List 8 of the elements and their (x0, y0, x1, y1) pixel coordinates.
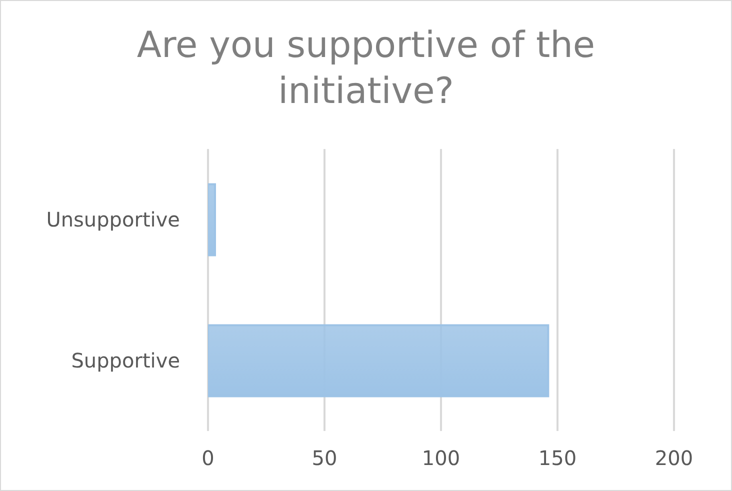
y-tick-label: Unsupportive (46, 208, 180, 232)
x-tick-label: 100 (422, 446, 460, 470)
chart-title: Are you supportive of the initiative? (136, 24, 596, 114)
y-tick-label: Supportive (71, 348, 180, 373)
x-tick-label: 150 (538, 446, 577, 470)
x-tick-label: 0 (202, 446, 214, 470)
x-tick-label: 50 (312, 446, 338, 470)
x-tick-label: 200 (654, 446, 694, 470)
